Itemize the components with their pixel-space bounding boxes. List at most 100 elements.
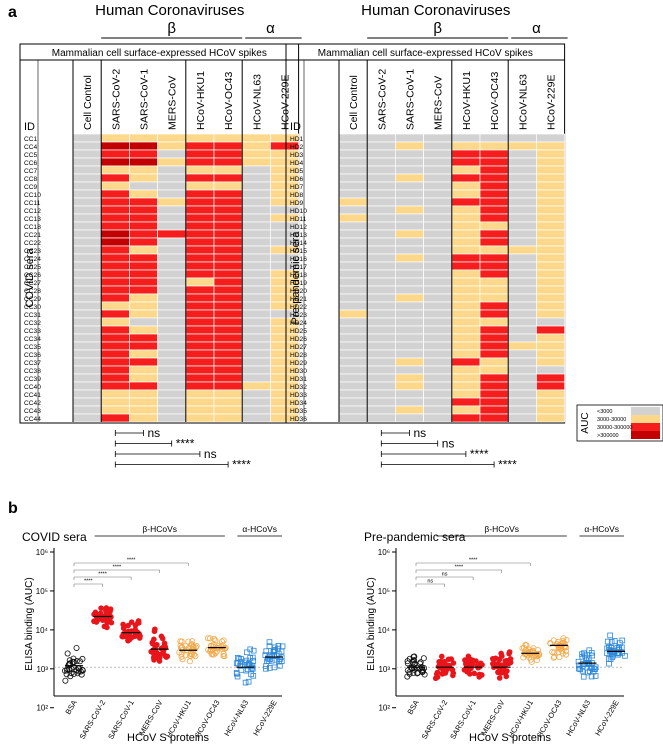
covid-heat-cell [72, 149, 102, 159]
prepandemic-heat-cell [479, 325, 509, 335]
prepandemic-row-id: HD15 [290, 248, 307, 255]
prepandemic-heat-cell [536, 245, 565, 255]
prepandemic-heat-cell [338, 413, 368, 423]
covid-heat-cell [157, 181, 187, 191]
covid-heat-cell [213, 373, 243, 383]
prepandemic-elisa-data-point [563, 651, 570, 658]
prepandemic-elisa-data-point [579, 668, 586, 674]
covid-elisa-data-point [132, 622, 139, 629]
prepandemic-heat-cell [507, 365, 537, 375]
prepandemic-heat-cell [536, 277, 565, 287]
prepandemic-heat-cell [507, 237, 537, 247]
covid-elisa-y-label: ELISA binding (AUC) [24, 577, 35, 670]
prepandemic-heat-cell [423, 293, 453, 303]
prepandemic-heat-cell [423, 269, 453, 279]
prepandemic-heat-cell [451, 349, 481, 359]
prepandemic-heat-cell [423, 221, 453, 231]
covid-heat-cell [185, 205, 215, 215]
prepandemic-heat-cell [423, 309, 453, 319]
covid-elisa-x-tick-label: HCoV-229E [251, 699, 279, 738]
prepandemic-heat-cell [536, 405, 565, 415]
prepandemic-heat-cell [366, 381, 396, 391]
covid-row-id: CC4 [24, 144, 38, 151]
covid-col-label: SARS-CoV-1 [139, 69, 151, 130]
prepandemic-heat-cell [423, 333, 453, 343]
covid-heat-cell [129, 357, 158, 367]
prepandemic-heat-cell [479, 221, 509, 231]
prepandemic-heat-cell [423, 405, 453, 415]
auc-legend-swatch [631, 423, 660, 431]
covid-heat-cell [241, 381, 271, 391]
covid-elisa-sig-label: **** [127, 558, 136, 564]
prepandemic-heat-cell [423, 317, 453, 327]
prepandemic-row-id: HD6 [290, 176, 304, 183]
prepandemic-elisa-data-point [507, 659, 514, 666]
covid-elisa-data-point [98, 605, 104, 611]
covid-heat-cell [100, 165, 130, 175]
prepandemic-heat-cell [451, 229, 481, 239]
covid-heat-cell [213, 277, 243, 287]
covid-elisa-y-tick-label: 10⁴ [36, 626, 49, 635]
prepandemic-heat-cell [395, 205, 424, 215]
prepandemic-elisa-data-point [528, 658, 535, 665]
covid-elisa-chart-title: COVID sera [22, 530, 87, 544]
prepandemic-elisa-data-point [550, 654, 557, 661]
prepandemic-heat-cell [507, 413, 537, 423]
covid-heat-cell [185, 261, 215, 271]
prepandemic-heat-cell [536, 373, 565, 383]
covid-elisa-data-point [220, 652, 227, 659]
prepandemic-heat-cell [507, 317, 537, 327]
covid-heat-cell [100, 309, 130, 319]
prepandemic-heat-cell [507, 405, 537, 415]
prepandemic-heat-cell [507, 325, 537, 335]
covid-elisa-data-point [69, 658, 76, 665]
covid-heat-cell [129, 181, 158, 191]
covid-heat-cell [241, 213, 271, 223]
prepandemic-heat-cell [423, 181, 453, 191]
prepandemic-heat-cell [395, 365, 424, 375]
covid-heat-cell [72, 309, 102, 319]
covid-heat-cell [241, 133, 271, 143]
covid-heat-cell [129, 261, 158, 271]
prepandemic-row-id: HD21 [290, 296, 307, 303]
covid-heat-cell [72, 165, 102, 175]
prepandemic-heat-cell [338, 237, 368, 247]
prepandemic-row-id: HD27 [290, 344, 307, 351]
prepandemic-heat-cell [423, 413, 453, 423]
prepandemic-elisa-data-point [547, 640, 554, 647]
prepandemic-row-id: HD3 [290, 152, 304, 159]
prepandemic-heat-cell [479, 173, 509, 183]
covid-elisa-data-point [220, 637, 227, 644]
covid-elisa-data-point [132, 626, 139, 633]
covid-heat-cell [129, 245, 158, 255]
prepandemic-group-label: Pre-pandemic sera [290, 231, 302, 325]
covid-heat-cell [100, 285, 130, 295]
prepandemic-heat-cell [479, 373, 509, 383]
prepandemic-elisa-data-point [409, 659, 416, 666]
prepandemic-heat-cell [507, 157, 537, 167]
covid-heat-cell [72, 221, 102, 231]
covid-heat-cell [157, 285, 187, 295]
covid-heat-cell [185, 349, 215, 359]
covid-heat-cell [157, 405, 187, 415]
prepandemic-heat-cell [451, 221, 481, 231]
covid-elisa-data-point [151, 636, 157, 643]
prepandemic-elisa-data-point [553, 641, 560, 648]
covid-heat-cell [157, 317, 187, 327]
prepandemic-heat-cell [536, 389, 565, 399]
prepandemic-heat-cell [423, 141, 453, 151]
prepandemic-heat-cell [366, 389, 396, 399]
prepandemic-heat-cell [451, 333, 481, 343]
prepandemic-heat-cell [366, 165, 396, 175]
covid-heat-cell [185, 309, 215, 319]
prepandemic-heat-cell [451, 269, 481, 279]
prepandemic-heat-cell [479, 277, 509, 287]
prepandemic-elisa-data-point [588, 664, 594, 671]
covid-heat-cell [241, 325, 271, 335]
covid-heat-cell [213, 341, 243, 351]
covid-heat-cell [185, 413, 215, 423]
covid-heat-cell [213, 181, 243, 191]
covid-heat-cell [72, 277, 102, 287]
prepandemic-heat-cell [479, 261, 509, 271]
prepandemic-heat-cell [423, 149, 453, 159]
